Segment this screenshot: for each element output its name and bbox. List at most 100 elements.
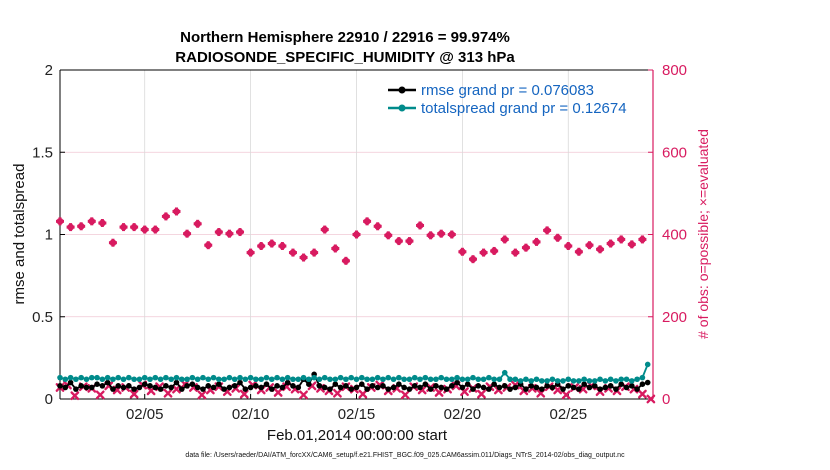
series-point-totalspread: [279, 376, 286, 383]
series-point-rmse: [629, 383, 635, 389]
series-point-rmse: [216, 381, 222, 387]
series-point-totalspread: [480, 376, 487, 383]
series-point-rmse: [163, 383, 169, 389]
obs-cross-stroke: [239, 389, 249, 399]
obs-evaluated-point: [363, 217, 372, 226]
obs-low-marker: [400, 390, 410, 400]
series-point-totalspread: [300, 374, 307, 381]
series-point-totalspread: [618, 376, 625, 383]
series-point-rmse: [576, 386, 582, 392]
obs-evaluated-point: [500, 235, 509, 244]
series-point-totalspread: [115, 374, 122, 381]
series-point-totalspread: [62, 376, 69, 383]
y-axis-label-left: rmse and totalspread: [11, 164, 28, 305]
x-axis: 02/05 02/10 02/15 02/20 02/25: [126, 394, 587, 423]
series-point-totalspread: [184, 376, 190, 383]
series-point-rmse: [83, 384, 90, 391]
obs-evaluated-point: [320, 225, 329, 234]
series-point-totalspread: [67, 374, 74, 381]
series-point-rmse: [141, 381, 148, 387]
series-point-rmse: [549, 384, 556, 391]
series-point-totalspread: [247, 374, 254, 381]
series-point-rmse: [57, 383, 63, 389]
series-point-totalspread: [364, 376, 370, 383]
series-point-rmse: [131, 386, 137, 392]
y-tick-label-right: 800: [662, 62, 687, 79]
series-point-totalspread: [401, 376, 407, 383]
series-point-rmse: [591, 383, 598, 389]
series-point-rmse: [237, 379, 243, 386]
obs-evaluated-point: [437, 229, 446, 238]
series-point-rmse: [544, 383, 550, 389]
series-point-totalspread: [104, 374, 111, 381]
x-tick-label: 02/15: [338, 406, 376, 423]
obs-evaluated-point: [140, 225, 149, 234]
series-point-totalspread: [454, 374, 460, 381]
obs-evaluated-point: [468, 255, 477, 264]
series-point-rmse: [597, 386, 603, 392]
obs-low-marker: [434, 388, 444, 397]
series-point-totalspread: [581, 376, 587, 383]
series-point-rmse: [406, 386, 413, 392]
obs-evaluated-point: [341, 256, 350, 265]
obs-evaluated-point: [331, 244, 340, 253]
series-point-rmse: [88, 384, 95, 391]
series-point-totalspread: [258, 376, 264, 383]
series-point-totalspread: [290, 376, 296, 383]
series-point-totalspread: [565, 376, 572, 383]
series-point-totalspread: [216, 376, 222, 383]
series-point-rmse: [200, 386, 206, 392]
obs-cross-stroke: [561, 390, 571, 400]
series-point-totalspread: [586, 378, 593, 384]
series-point-rmse: [565, 383, 572, 389]
series-point-totalspread: [443, 376, 450, 383]
series-point-totalspread: [263, 374, 270, 381]
series-point-rmse: [73, 386, 79, 392]
y-tick-label-left: 1: [45, 227, 53, 244]
series-point-totalspread: [242, 376, 249, 383]
series-point-rmse: [358, 381, 365, 387]
series-point-totalspread: [634, 376, 640, 383]
series-point-rmse: [78, 383, 84, 389]
series-point-rmse: [268, 386, 275, 392]
series-point-rmse: [401, 384, 407, 391]
obs-low-marker: [70, 391, 80, 401]
series-point-totalspread: [78, 374, 84, 381]
obs-evaluated-point: [257, 242, 266, 251]
series-point-totalspread: [120, 376, 127, 383]
series-point-rmse: [274, 383, 280, 389]
series-point-rmse: [369, 383, 376, 389]
obs-evaluated-point: [585, 241, 594, 250]
y-axis-label-right: # of obs: o=possible; ×=evaluated: [695, 129, 711, 339]
series-point-rmse: [173, 379, 180, 386]
series-point-rmse: [184, 383, 190, 389]
series-point-totalspread: [173, 374, 180, 381]
series-point-rmse: [258, 384, 264, 391]
series-point-rmse: [210, 384, 217, 391]
series-point-totalspread: [226, 374, 233, 381]
series-point-rmse: [353, 384, 360, 391]
series-point-totalspread: [533, 376, 540, 383]
series-point-rmse: [639, 381, 646, 387]
obs-evaluated-point: [394, 237, 403, 246]
legend: rmse grand pr = 0.076083 totalspread gra…: [388, 82, 627, 117]
series-point-rmse: [168, 384, 174, 391]
obs-cross-stroke: [417, 385, 427, 395]
y-tick-label-right: 400: [662, 227, 687, 244]
series-point-totalspread: [163, 374, 169, 381]
legend-label-totalspread: totalspread grand pr = 0.12674: [421, 100, 627, 117]
series-point-totalspread: [316, 376, 323, 383]
series-point-totalspread: [57, 374, 63, 381]
footer-data-file: data file: /Users/raeder/DAI/ATM_forcXX/…: [185, 452, 625, 459]
series-point-totalspread: [237, 374, 243, 381]
series-point-totalspread: [380, 376, 386, 383]
obs-evaluated-point: [299, 253, 308, 262]
obs-cross-stroke: [553, 385, 563, 395]
series-point-totalspread: [629, 378, 635, 384]
series-point-rmse: [242, 386, 249, 392]
obs-evaluated-point: [246, 248, 255, 257]
series-point-totalspread: [327, 376, 333, 383]
series-point-rmse: [321, 384, 328, 391]
obs-cross-stroke: [333, 388, 342, 398]
